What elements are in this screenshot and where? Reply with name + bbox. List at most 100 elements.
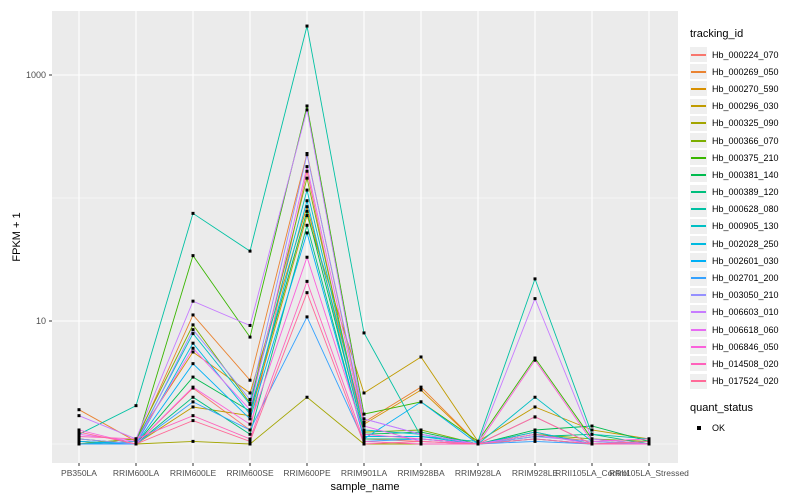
legend-line-swatch <box>691 345 706 348</box>
legend-item: Hb_000296_030 <box>690 98 798 115</box>
legend-line-swatch <box>691 139 706 142</box>
data-point <box>248 439 252 443</box>
legend-line-swatch <box>691 87 706 90</box>
legend-item-label: Hb_000325_090 <box>712 118 779 129</box>
data-point <box>191 385 195 389</box>
data-point <box>305 199 309 203</box>
data-point <box>590 428 594 432</box>
data-point <box>77 439 81 443</box>
x-tick-label: RRII105LA_Control <box>555 468 629 478</box>
data-point <box>362 432 366 436</box>
legend-line-swatch <box>691 191 706 194</box>
data-point <box>419 400 423 404</box>
data-point <box>248 408 252 412</box>
y-tick-label: 1000 <box>26 70 46 80</box>
legend-line-swatch <box>691 122 706 125</box>
data-point <box>533 432 537 436</box>
data-point <box>248 432 252 436</box>
legend-item: Hb_006618_060 <box>690 321 798 338</box>
legend-item: Hb_006603_010 <box>690 304 798 321</box>
data-point <box>362 420 366 424</box>
data-point <box>77 432 81 436</box>
data-point <box>305 279 309 283</box>
legend-item-label: Hb_000269_050 <box>712 66 779 77</box>
data-point <box>305 24 309 28</box>
legend-item-label: Hb_000366_070 <box>712 135 779 146</box>
data-point <box>305 315 309 319</box>
data-point <box>191 400 195 404</box>
legend-item: Hb_003050_210 <box>690 287 798 304</box>
data-point <box>191 341 195 345</box>
legend-title-quant-status: quant_status <box>690 401 753 414</box>
legend-item-label: Hb_003050_210 <box>712 290 779 301</box>
legend-color-items: Hb_000224_070 Hb_000269_050 Hb_000270_590 H… <box>690 46 798 390</box>
legend-key-line-icon <box>690 150 707 166</box>
data-point <box>533 405 537 409</box>
data-point <box>248 323 252 327</box>
legend-key-line-icon <box>690 201 707 217</box>
legend-line-swatch <box>691 208 706 211</box>
legend-key-line-icon <box>690 184 707 200</box>
data-point <box>77 414 81 418</box>
legend-item: Hb_000628_080 <box>690 201 798 218</box>
legend-key-line-icon <box>690 373 707 389</box>
legend-line-swatch <box>691 105 706 108</box>
data-point <box>305 231 309 235</box>
data-point <box>77 408 81 412</box>
data-point <box>248 442 252 446</box>
legend-item-label: Hb_000905_130 <box>712 221 779 232</box>
legend-key-line-icon <box>690 98 707 114</box>
data-point <box>305 214 309 218</box>
data-point <box>476 439 480 443</box>
data-point <box>191 375 195 379</box>
legend-item-label: Hb_006618_060 <box>712 324 779 335</box>
data-point <box>191 299 195 303</box>
panel-background <box>52 11 678 463</box>
x-tick-label: RRIM901LA <box>341 468 388 478</box>
data-point <box>248 378 252 382</box>
legend-key-line-icon <box>690 287 707 303</box>
legend-line-swatch <box>691 311 706 314</box>
legend-key-line-icon <box>690 47 707 63</box>
data-point <box>533 437 537 441</box>
data-point <box>362 435 366 439</box>
data-point <box>191 313 195 317</box>
data-point <box>533 395 537 399</box>
legend-key-line-icon <box>690 339 707 355</box>
data-point <box>362 430 366 434</box>
legend-key-line-icon <box>690 115 707 131</box>
data-point <box>248 422 252 426</box>
data-point <box>647 439 651 443</box>
data-point <box>533 430 537 434</box>
data-point <box>419 385 423 389</box>
legend-item-label: Hb_014508_020 <box>712 358 779 369</box>
data-point <box>191 439 195 443</box>
data-point <box>248 437 252 441</box>
data-point <box>533 358 537 362</box>
legend-item-label: Hb_000375_210 <box>712 152 779 163</box>
data-point <box>419 430 423 434</box>
data-point <box>134 439 138 443</box>
data-point <box>305 395 309 399</box>
data-point <box>248 398 252 402</box>
legend-item-label: Hb_000224_070 <box>712 49 779 60</box>
data-point <box>533 435 537 439</box>
data-point <box>191 419 195 423</box>
legend-line-swatch <box>691 242 706 245</box>
data-point <box>305 169 309 173</box>
legend-line-swatch <box>691 277 706 280</box>
legend-item: Hb_014508_020 <box>690 355 798 372</box>
legend-item-label: Hb_000628_080 <box>712 204 779 215</box>
legend-item-label: Hb_006603_010 <box>712 307 779 318</box>
data-point <box>362 391 366 395</box>
data-point <box>305 176 309 180</box>
legend-key-line-icon <box>690 356 707 372</box>
y-axis-title: FPKM + 1 <box>11 212 23 261</box>
data-point <box>77 442 81 446</box>
data-point <box>248 335 252 339</box>
legend-item-label: Hb_000389_120 <box>712 187 779 198</box>
legend-item-label: Hb_002601_030 <box>712 255 779 266</box>
data-point <box>248 412 252 416</box>
data-point <box>533 439 537 443</box>
legend-item: Hb_000905_130 <box>690 218 798 235</box>
